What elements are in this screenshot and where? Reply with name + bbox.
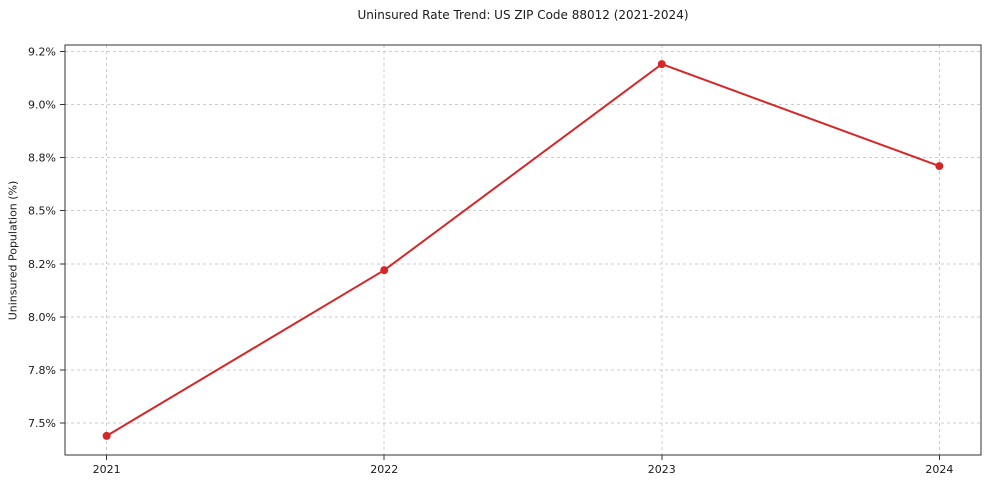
y-tick-label: 8.8% bbox=[28, 152, 56, 165]
y-tick-label: 8.0% bbox=[28, 311, 56, 324]
y-tick-label: 8.5% bbox=[28, 205, 56, 218]
y-tick-label: 9.0% bbox=[28, 98, 56, 111]
data-point bbox=[935, 162, 944, 171]
y-axis-label-box: Uninsured Population (%) bbox=[4, 45, 22, 455]
x-tick-label: 2023 bbox=[648, 463, 676, 476]
x-tick-label: 2024 bbox=[925, 463, 953, 476]
y-tick-label: 7.8% bbox=[28, 364, 56, 377]
data-point bbox=[380, 266, 389, 275]
trend-line bbox=[105, 63, 941, 437]
x-tick-label: 2022 bbox=[370, 463, 398, 476]
y-tick-label: 9.2% bbox=[28, 45, 56, 58]
y-tick-label: 8.2% bbox=[28, 258, 56, 271]
y-axis-label: Uninsured Population (%) bbox=[6, 180, 20, 320]
data-point bbox=[102, 431, 111, 440]
x-tick-label: 2021 bbox=[93, 463, 121, 476]
data-point bbox=[657, 60, 666, 69]
y-tick-label: 7.5% bbox=[28, 417, 56, 430]
plot-border bbox=[64, 44, 982, 456]
chart-title: Uninsured Rate Trend: US ZIP Code 88012 … bbox=[357, 8, 689, 22]
